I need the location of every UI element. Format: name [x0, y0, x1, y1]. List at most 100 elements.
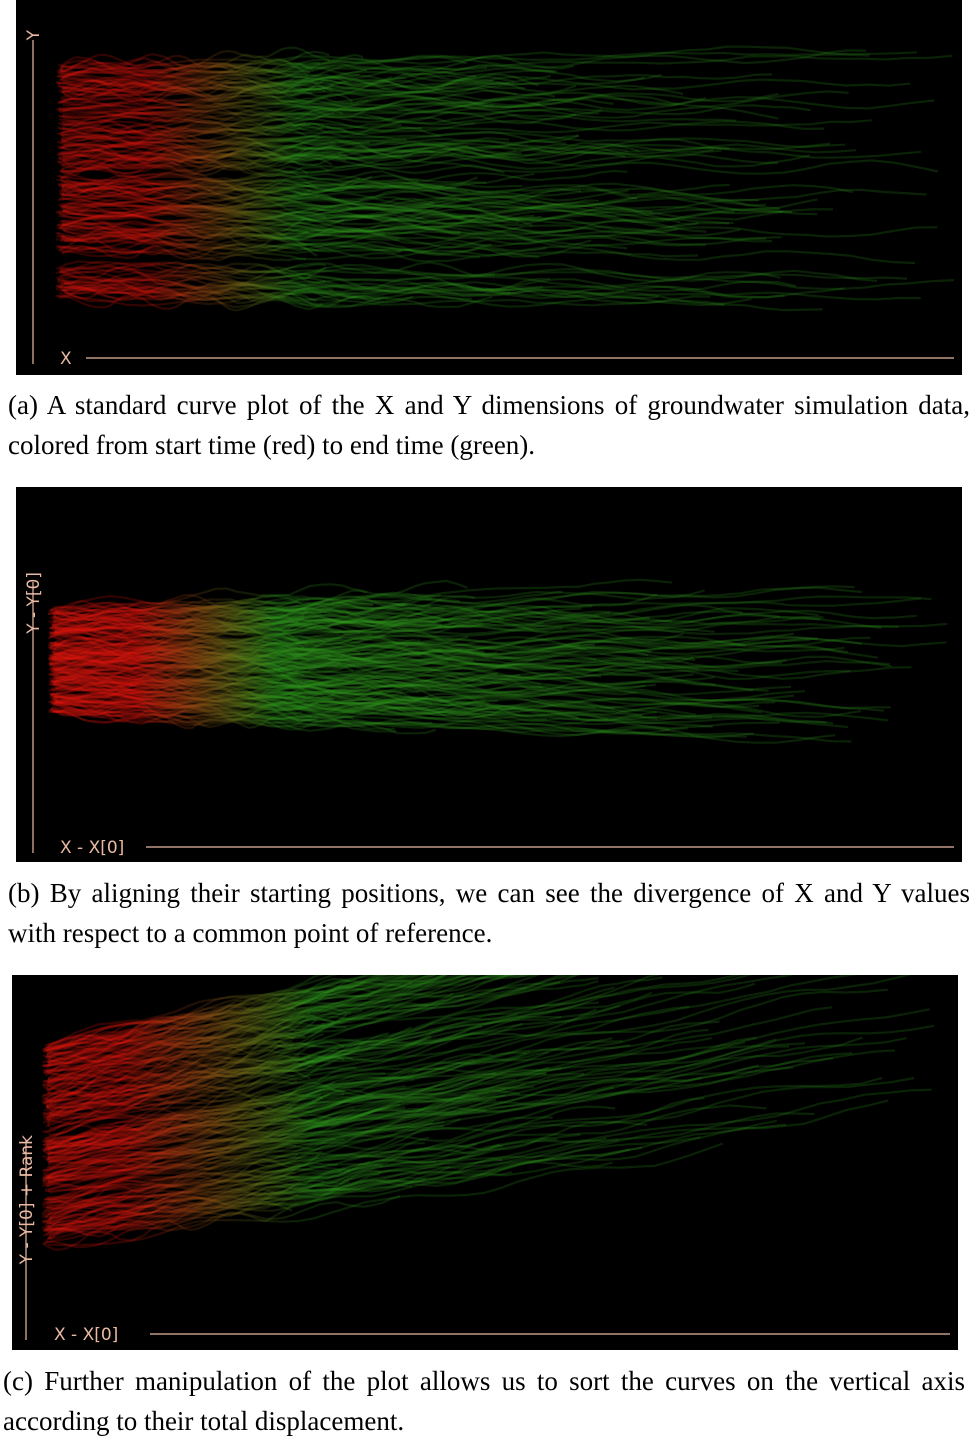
curve — [44, 975, 370, 1047]
curve — [61, 179, 582, 194]
curve — [48, 657, 699, 672]
curve — [47, 1117, 317, 1158]
curve — [44, 1013, 348, 1081]
curve — [46, 1110, 293, 1149]
curve — [61, 170, 479, 188]
curve — [59, 263, 327, 280]
curve — [57, 152, 811, 170]
curve — [53, 674, 754, 692]
curve — [43, 975, 584, 1083]
curve — [45, 1040, 623, 1151]
curve — [63, 224, 574, 239]
curve — [56, 51, 917, 74]
curve — [46, 1139, 293, 1182]
curve — [52, 700, 849, 729]
curve — [49, 1119, 778, 1231]
curve — [50, 656, 696, 671]
curve — [45, 1054, 315, 1106]
curve — [59, 98, 603, 115]
curve — [48, 979, 599, 1093]
curve — [47, 1158, 503, 1240]
curve — [44, 975, 661, 1100]
curve — [57, 295, 752, 308]
curve — [59, 224, 678, 238]
curve — [49, 649, 694, 671]
curve — [48, 975, 438, 1064]
y-axis-label: Y - Y[0] + Rank — [17, 1135, 37, 1265]
curve — [59, 119, 872, 135]
caption-a: (a) A standard curve plot of the X and Y… — [8, 390, 970, 460]
curve — [57, 135, 730, 155]
curve — [61, 202, 653, 214]
curve — [45, 1035, 295, 1092]
curve — [62, 73, 494, 89]
curve — [42, 1103, 294, 1147]
curve — [63, 73, 773, 97]
curve — [44, 1153, 320, 1207]
curve — [45, 1018, 318, 1070]
curve — [60, 85, 326, 100]
curve — [45, 975, 912, 1133]
curve — [52, 638, 421, 649]
curve — [59, 230, 537, 249]
curve — [42, 1092, 345, 1159]
curve — [57, 76, 406, 94]
curve — [57, 119, 307, 136]
plot-c: Y - Y[0] + Rank X - X[0] — [12, 975, 958, 1350]
curve — [59, 46, 330, 70]
caption-b: (b) By aligning their starting positions… — [8, 878, 970, 948]
curve — [60, 148, 629, 171]
curve — [49, 578, 672, 612]
curve — [61, 67, 360, 81]
x-axis-label: X — [60, 349, 72, 369]
curve — [53, 671, 521, 687]
curve — [57, 211, 707, 234]
curve — [42, 1045, 790, 1181]
curve — [59, 282, 414, 304]
curve — [58, 111, 336, 130]
curve — [45, 975, 354, 1050]
curve — [55, 262, 878, 283]
curve — [52, 701, 608, 727]
curve — [48, 1137, 607, 1220]
curve — [43, 1085, 535, 1172]
curve — [48, 1098, 497, 1178]
curve — [47, 600, 373, 616]
curve — [57, 96, 369, 108]
y-axis-label: Y - Y[0] — [24, 572, 44, 635]
curve — [60, 185, 638, 206]
curve — [47, 598, 374, 617]
curve — [54, 622, 948, 636]
curve — [46, 993, 299, 1055]
curve — [44, 1136, 701, 1233]
curve — [58, 54, 952, 79]
curve — [51, 696, 502, 717]
curve — [58, 279, 340, 301]
curve — [56, 294, 323, 312]
x-axis-label: X - X[0] — [60, 838, 124, 858]
curve — [52, 613, 313, 632]
curve — [53, 675, 334, 701]
curve — [47, 1142, 724, 1247]
curve — [62, 140, 831, 152]
y-axis-label: Y — [24, 29, 44, 41]
curve — [45, 1039, 293, 1108]
curve — [43, 975, 743, 1112]
curve — [59, 169, 628, 186]
curve — [51, 644, 879, 661]
curve — [60, 50, 330, 69]
curve — [49, 688, 884, 712]
curve — [49, 655, 892, 670]
curve — [63, 277, 625, 292]
curve — [54, 701, 713, 728]
curve — [45, 975, 858, 1128]
curve — [62, 89, 518, 107]
curve — [42, 988, 888, 1142]
curve — [41, 1076, 915, 1215]
curve — [45, 975, 410, 1053]
plot-b: Y - Y[0] X - X[0] — [16, 487, 962, 862]
curve — [60, 184, 320, 200]
curve — [48, 975, 438, 1064]
curve — [44, 1052, 492, 1140]
curve — [55, 231, 773, 247]
